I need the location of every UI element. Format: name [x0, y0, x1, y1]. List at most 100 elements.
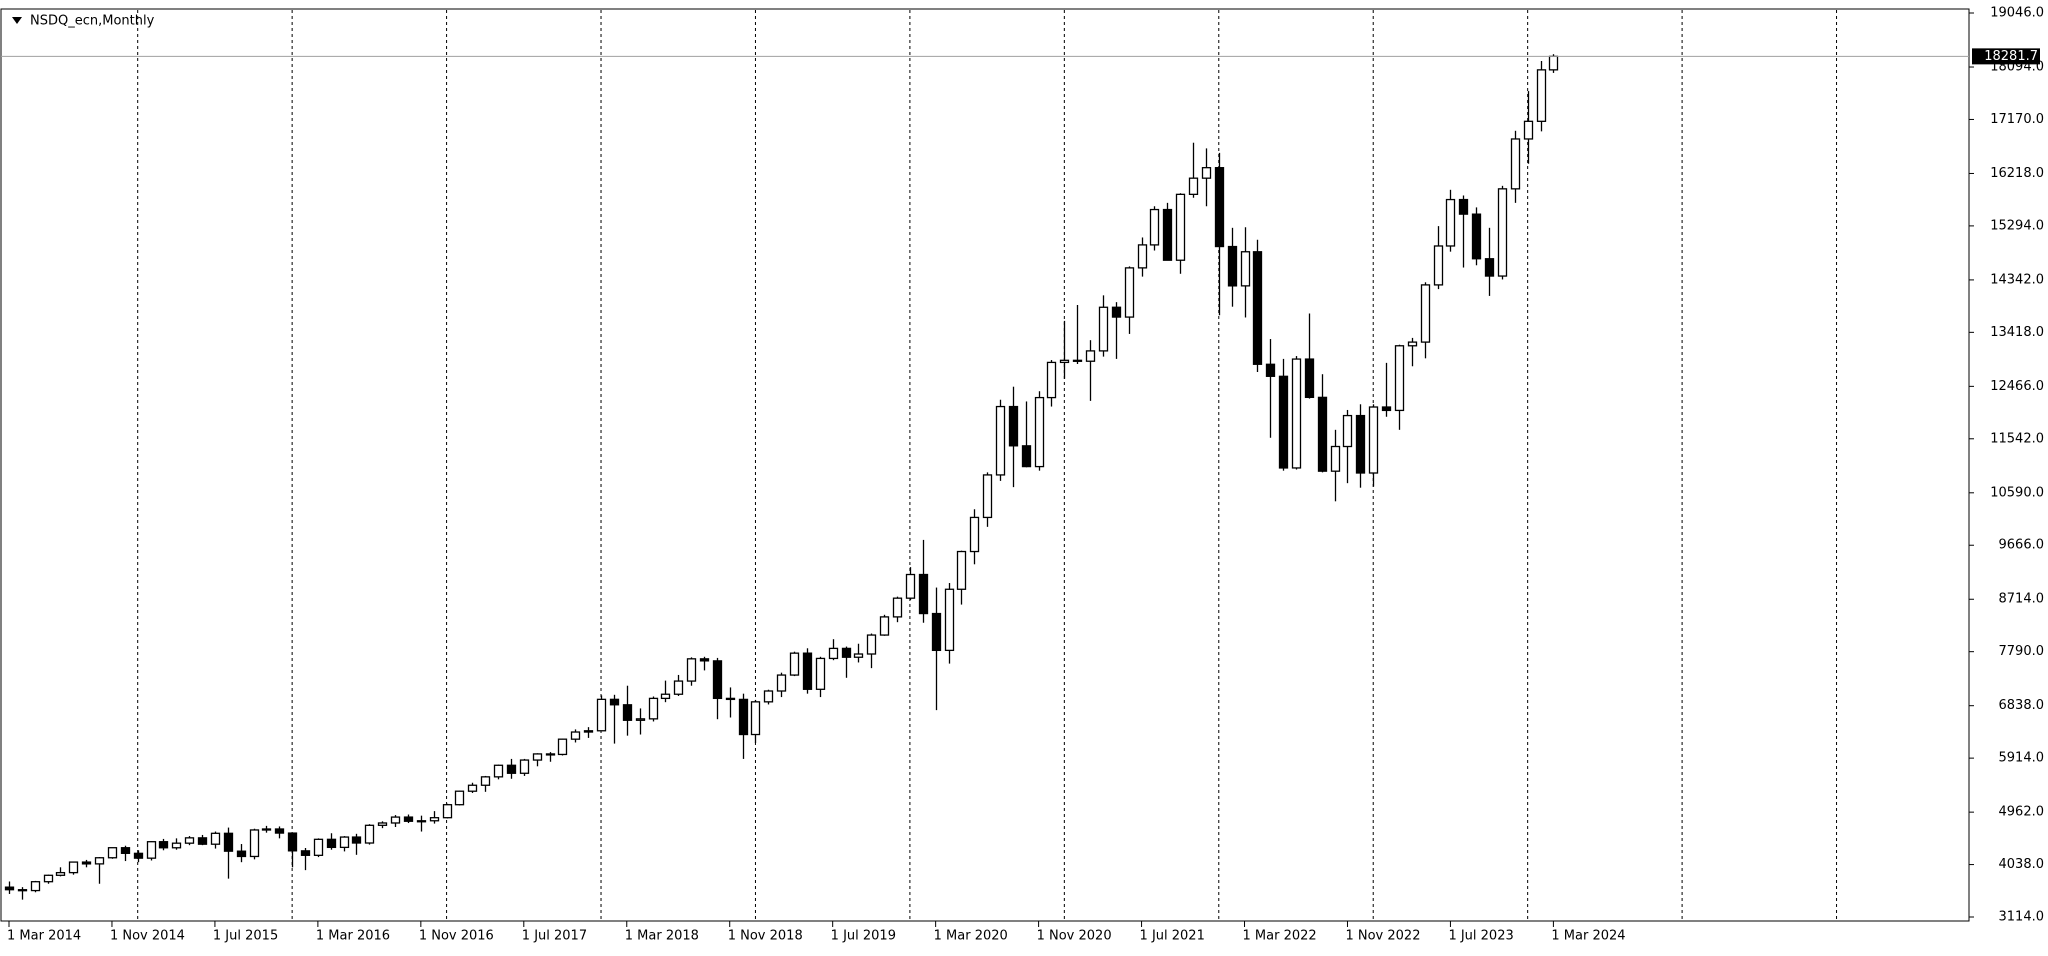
candle-body	[1227, 245, 1238, 287]
x-tick-label: 1 Nov 2016	[419, 929, 494, 944]
candle-body	[197, 837, 208, 845]
candle-body	[55, 871, 66, 876]
candle-body	[390, 816, 401, 824]
candle-body	[1497, 188, 1508, 277]
y-tick-label: 5914.0	[1999, 751, 2045, 766]
candle-body	[480, 776, 491, 786]
candle-body	[944, 588, 955, 652]
candle-body	[493, 764, 504, 778]
candle-body	[1021, 445, 1032, 468]
candle-body	[223, 832, 234, 852]
candle-body	[236, 850, 247, 858]
x-tick-label: 1 Nov 2014	[110, 929, 185, 944]
candle-body	[287, 832, 298, 852]
y-tick-label: 6838.0	[1999, 698, 2045, 713]
chart-title: NSDQ_ecn,Monthly	[30, 14, 155, 29]
last-price-box	[1972, 48, 2040, 65]
candle-body	[1008, 405, 1019, 447]
candle-body	[1137, 244, 1148, 269]
candle-body	[68, 861, 79, 874]
y-tick-label: 12466.0	[1990, 379, 2044, 394]
candle-body	[995, 405, 1006, 476]
candle-body	[429, 817, 440, 822]
candle-body	[1510, 138, 1521, 190]
candle-body	[982, 474, 993, 519]
candle-body	[1098, 306, 1109, 352]
candle-body	[133, 852, 144, 859]
candle-body	[1407, 341, 1418, 347]
candle-body	[1034, 396, 1045, 468]
candle-body	[184, 837, 195, 844]
x-tick-label: 1 Nov 2020	[1037, 929, 1112, 944]
candle-body	[326, 838, 337, 849]
candle-body	[892, 597, 903, 618]
candle-body	[1278, 375, 1289, 469]
candle-body	[158, 841, 169, 849]
candle-body	[969, 516, 980, 553]
candle-body	[712, 660, 723, 700]
candle-body	[866, 634, 877, 655]
y-tick-label: 9666.0	[1999, 538, 2045, 553]
candle-body	[274, 828, 285, 834]
y-tick-label: 19046.0	[1990, 6, 2044, 21]
x-tick-label: 1 Mar 2014	[7, 929, 81, 944]
candle-body	[1458, 198, 1469, 215]
candle-body	[43, 874, 54, 883]
candle-body	[339, 836, 350, 849]
candle-body	[776, 674, 787, 692]
candle-body	[30, 881, 41, 892]
candle-body	[1072, 359, 1083, 362]
candle-body	[532, 753, 543, 761]
candle-body	[686, 658, 697, 682]
candle-body	[1342, 414, 1353, 448]
candle-body	[1188, 177, 1199, 195]
x-tick-label: 1 Mar 2018	[625, 929, 699, 944]
candle-body	[171, 842, 182, 849]
candle-body	[815, 657, 826, 690]
candle-body	[956, 550, 967, 590]
candle-body	[1124, 267, 1135, 318]
candle-body	[94, 857, 105, 865]
candle-body	[1536, 69, 1547, 122]
candle-body	[1162, 208, 1173, 261]
y-tick-label: 17170.0	[1990, 112, 2044, 127]
candle-body	[249, 829, 260, 858]
title-arrow	[12, 17, 22, 24]
candle-body	[261, 828, 272, 831]
y-tick-label: 3114.0	[1999, 910, 2045, 925]
candle-body	[557, 738, 568, 756]
candle-body	[725, 697, 736, 701]
candle-body	[1317, 396, 1328, 472]
candle-body	[828, 647, 839, 660]
x-tick-label: 1 Jul 2023	[1448, 929, 1513, 944]
candle-body	[802, 652, 813, 690]
x-tick-label: 1 Mar 2022	[1243, 929, 1317, 944]
candle-body	[364, 824, 375, 844]
candle-body	[738, 698, 749, 736]
candle-body	[1445, 198, 1456, 247]
candle-body	[1059, 359, 1070, 364]
x-tick-label: 1 Nov 2022	[1345, 929, 1420, 944]
candle-body	[17, 889, 28, 892]
candle-body	[210, 832, 221, 845]
y-tick-label: 7790.0	[1999, 644, 2045, 659]
candle-body	[1175, 193, 1186, 261]
y-tick-label: 4962.0	[1999, 805, 2045, 820]
candle-body	[841, 647, 852, 658]
candle-body	[1291, 358, 1302, 469]
x-tick-label: 1 Jul 2021	[1140, 929, 1205, 944]
y-tick-label: 13418.0	[1990, 325, 2044, 340]
y-tick-label: 10590.0	[1990, 485, 2044, 500]
candle-body	[146, 841, 157, 859]
x-tick-label: 1 Jul 2017	[522, 929, 587, 944]
candle-body	[313, 838, 324, 856]
candle-body	[351, 836, 362, 844]
candle-body	[583, 730, 594, 733]
y-tick-label: 4038.0	[1999, 857, 2045, 872]
candle-body	[1523, 120, 1534, 140]
candle-body	[1420, 284, 1431, 343]
y-tick-label: 16218.0	[1990, 166, 2044, 181]
candle-body	[622, 704, 633, 721]
